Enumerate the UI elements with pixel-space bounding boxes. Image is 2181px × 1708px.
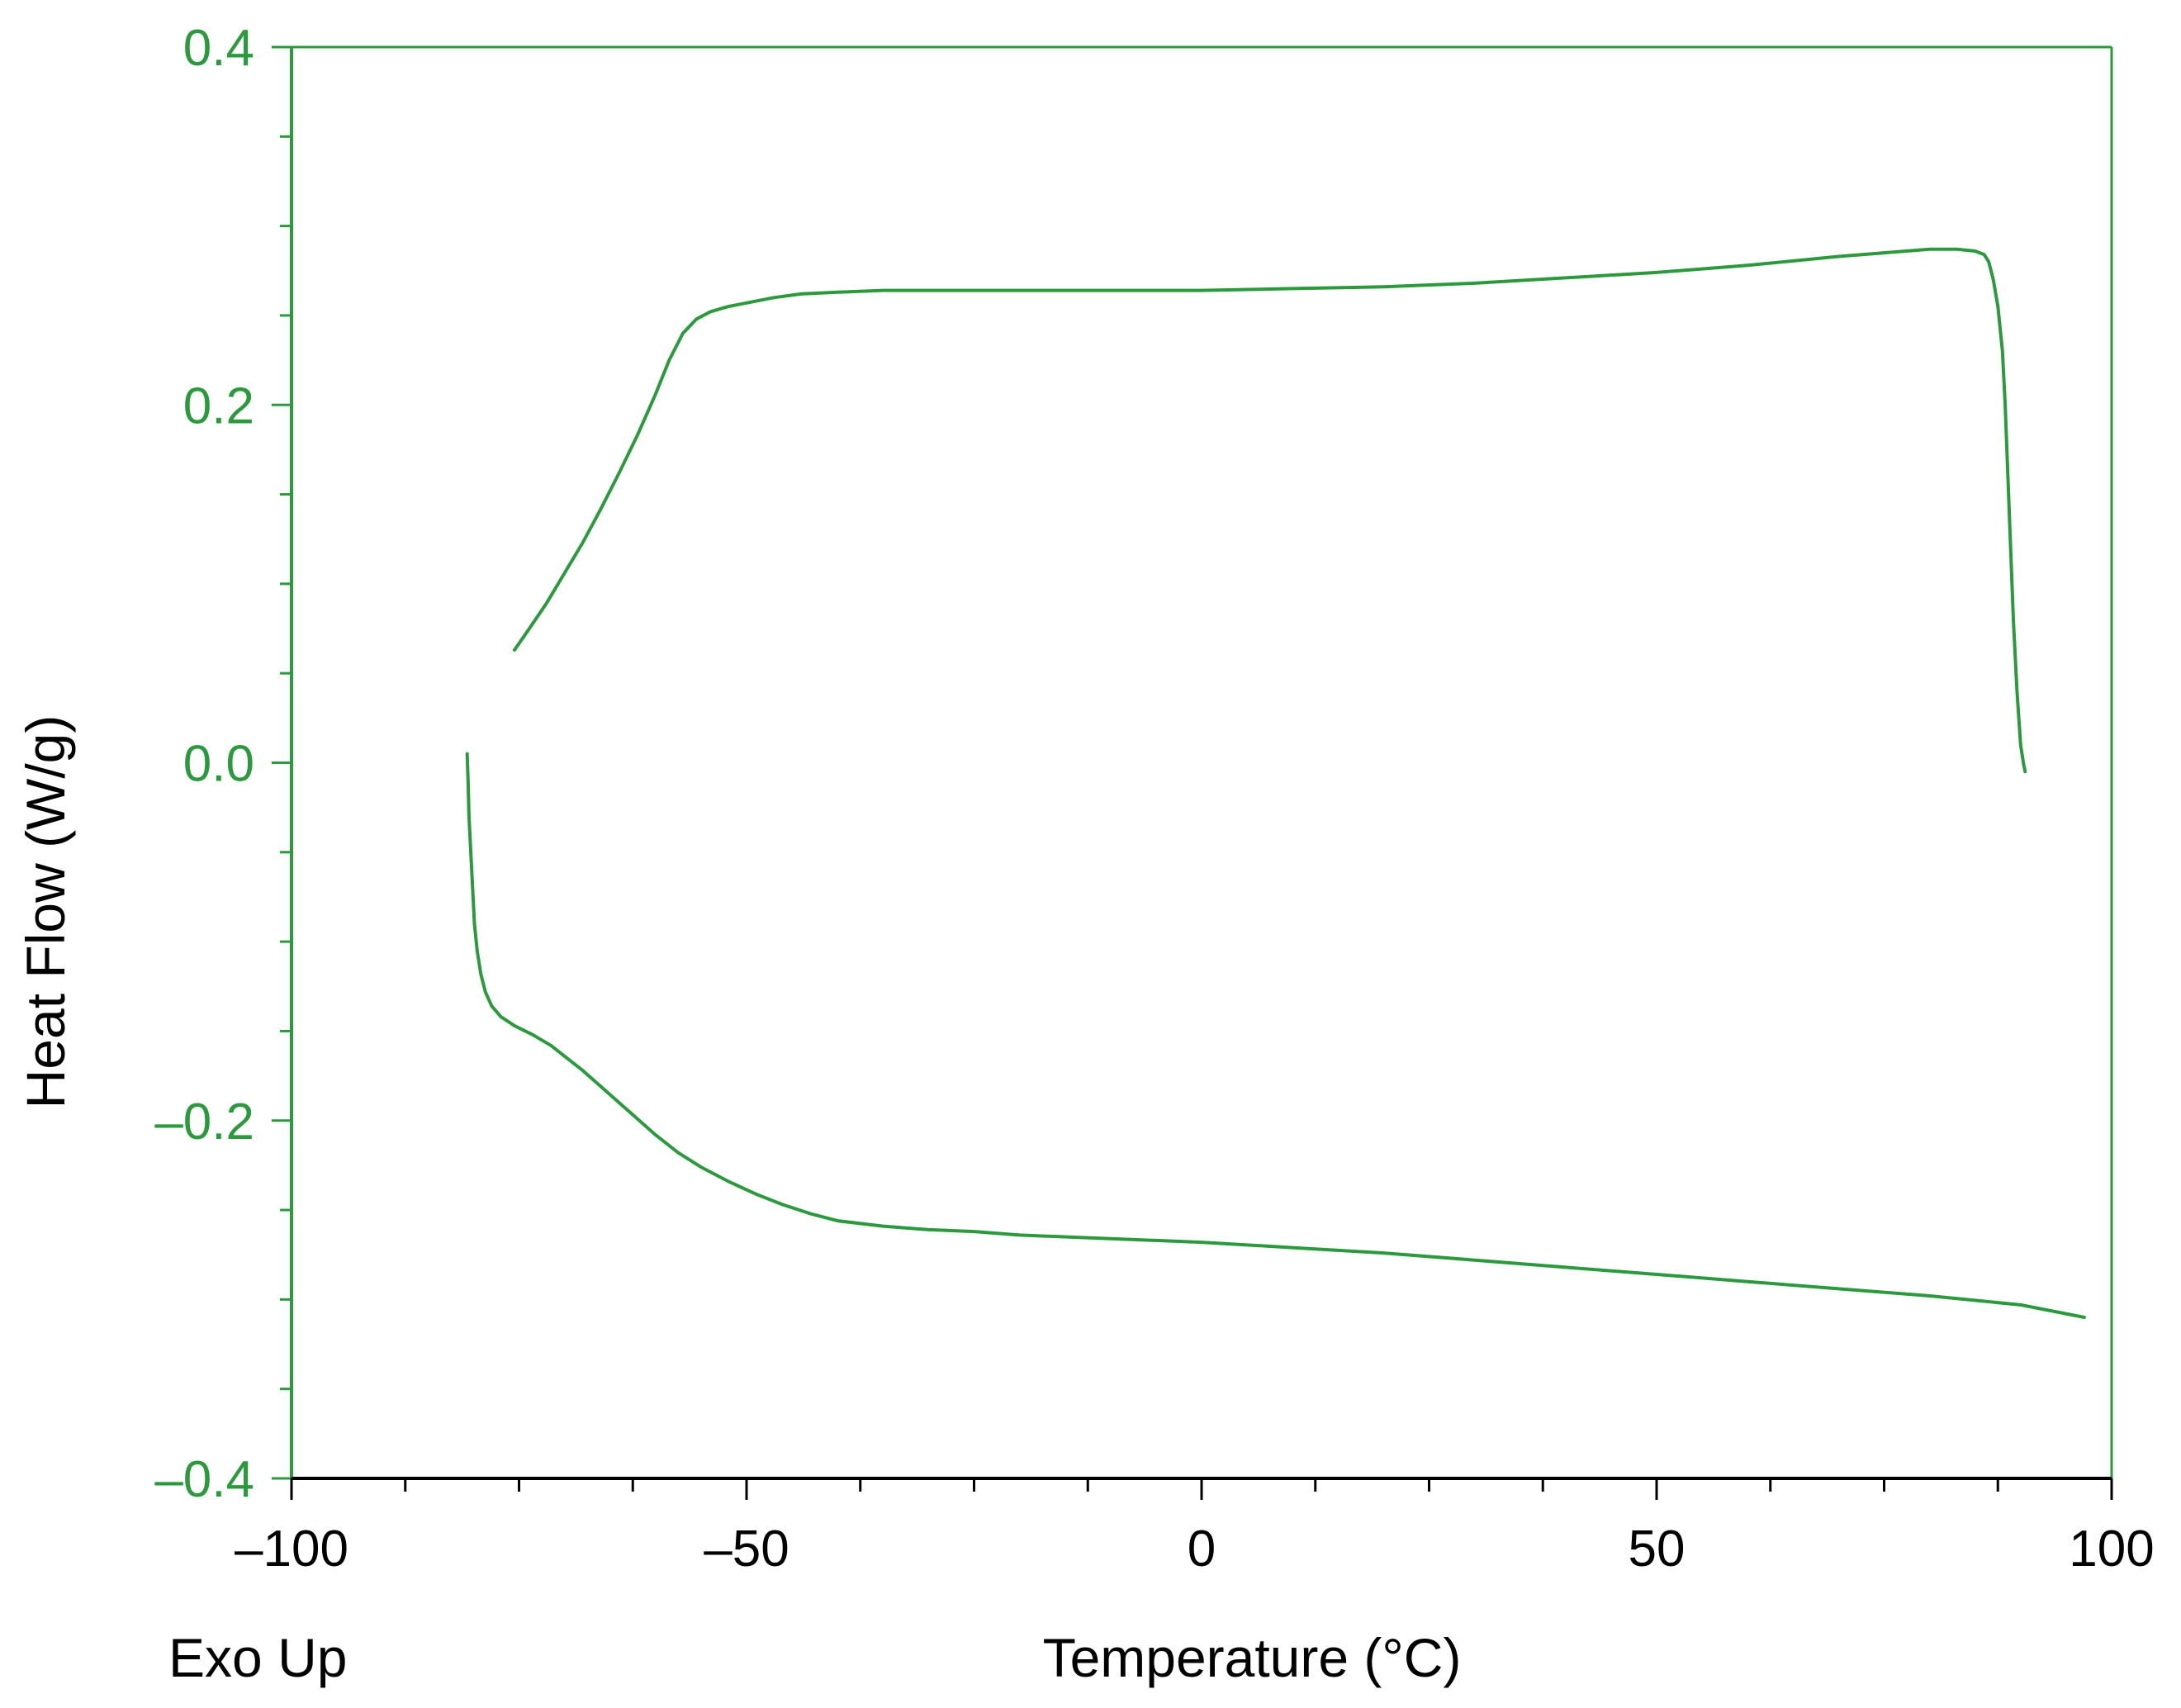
y-tick-label: –0.4 (154, 1451, 254, 1508)
heating-curve-line (513, 247, 2027, 774)
y-tick-label: 0.0 (183, 736, 254, 793)
x-tick-label: –100 (235, 1521, 348, 1578)
cooling-curve-line (465, 752, 2086, 1319)
y-tick-label: 0.4 (183, 20, 254, 77)
y-tick-label: 0.2 (183, 377, 254, 434)
x-axis-label: Temperature (°C) (1043, 1627, 1462, 1688)
y-axis-label: Heat Flow (W/g) (15, 715, 76, 1109)
x-tick-label: 50 (1629, 1521, 1686, 1578)
exo-up-annotation: Exo Up (168, 1627, 347, 1688)
x-tick-label: 100 (2069, 1521, 2154, 1578)
x-tick-label: –50 (704, 1521, 789, 1578)
y-tick-label: –0.2 (154, 1094, 254, 1151)
x-tick-label: 0 (1188, 1521, 1216, 1578)
